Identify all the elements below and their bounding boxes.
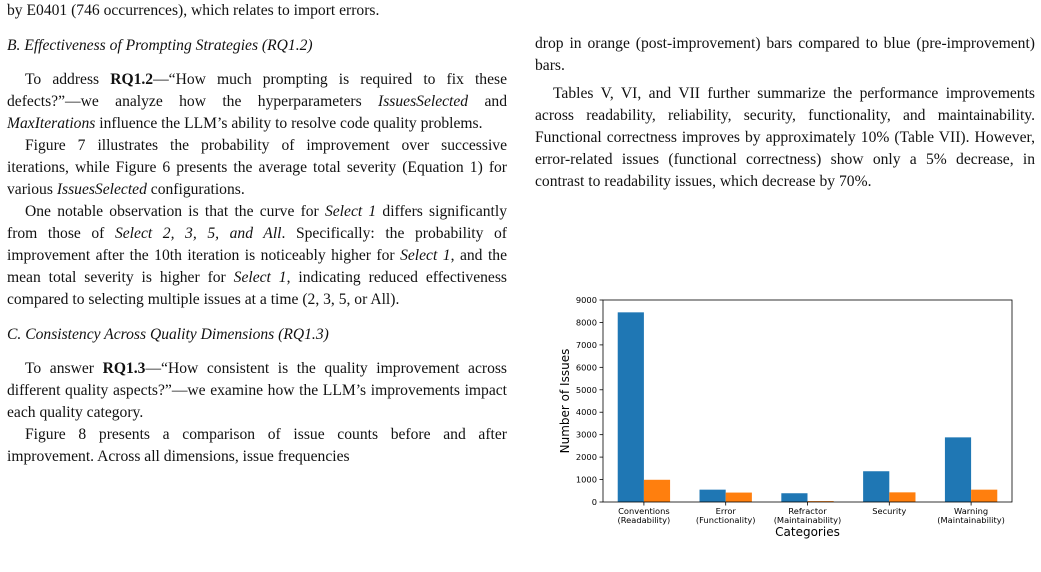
x-tick-label-2-1: (Maintainability) bbox=[774, 515, 842, 525]
bar-series-1-1 bbox=[699, 489, 726, 502]
bar-series-2-2 bbox=[807, 501, 834, 502]
section-c-paragraph-1: To answer RQ1.3—“How consistent is the q… bbox=[7, 360, 507, 421]
y-tick-label-7: 7000 bbox=[576, 340, 597, 350]
x-tick-label-2-0: Refractor bbox=[788, 506, 827, 516]
bar-series-2-3 bbox=[889, 492, 916, 502]
section-b-paragraph-2: Figure 7 illustrates the probability of … bbox=[7, 137, 507, 198]
x-axis-label: Categories bbox=[775, 525, 840, 539]
y-tick-label-8: 8000 bbox=[576, 317, 597, 327]
bar-series-1-3 bbox=[863, 471, 890, 502]
bar-series-2-0 bbox=[643, 479, 671, 502]
bar-series-1-0 bbox=[617, 312, 644, 502]
paragraph-carryover: by E0401 (746 occurrences), which relate… bbox=[7, 2, 380, 19]
section-c-paragraph-2: Figure 8 presents a comparison of issue … bbox=[7, 426, 507, 465]
y-tick-label-2: 2000 bbox=[576, 452, 597, 462]
section-b-paragraph-1: To address RQ1.2—“How much prompting is … bbox=[7, 71, 507, 132]
y-tick-label-3: 3000 bbox=[576, 430, 597, 440]
bar-series-2-1 bbox=[725, 492, 752, 502]
x-tick-label-0-1: (Readability) bbox=[618, 515, 671, 525]
bar-series-1-2 bbox=[781, 493, 808, 502]
y-tick-label-9: 9000 bbox=[576, 295, 597, 305]
section-b-heading: B. Effectiveness of Prompting Strategies… bbox=[7, 37, 313, 54]
right-paragraph-1: drop in orange (post-improvement) bars c… bbox=[535, 35, 1035, 74]
x-tick-label-4-1: (Maintainability) bbox=[937, 515, 1005, 525]
bar-series-1-4 bbox=[944, 437, 972, 502]
y-tick-label-1: 1000 bbox=[576, 475, 597, 485]
x-tick-label-4-0: Warning bbox=[954, 506, 988, 516]
bar-series-2-4 bbox=[971, 489, 998, 502]
bar-chart-figure: 0 1000 2000 3000 4000 5000 6000 7000 8000 9000 Con… bbox=[550, 292, 1020, 567]
right-paragraph-2: Tables V, VI, and VII further summarize … bbox=[535, 85, 1035, 190]
x-tick-label-1-0: Error bbox=[716, 506, 737, 516]
x-tick-label-3-0: Security bbox=[872, 506, 906, 516]
right-column: drop in orange (post-improvement) bars c… bbox=[535, 33, 1035, 193]
y-tick-label-6: 6000 bbox=[576, 362, 597, 372]
y-axis-label: Number of Issues bbox=[558, 349, 572, 454]
bar-chart: 0 1000 2000 3000 4000 5000 6000 7000 8000 9000 Con… bbox=[558, 295, 1013, 539]
section-c-heading: C. Consistency Across Quality Dimensions… bbox=[7, 326, 329, 343]
left-column: by E0401 (746 occurrences), which relate… bbox=[7, 0, 507, 468]
y-tick-label-4: 4000 bbox=[576, 407, 597, 417]
y-tick-label-0: 0 bbox=[592, 497, 597, 507]
section-b-paragraph-3: One notable observation is that the curv… bbox=[7, 203, 507, 308]
y-tick-label-5: 5000 bbox=[576, 385, 597, 395]
x-tick-label-0-0: Conventions bbox=[618, 506, 670, 516]
x-tick-label-1-1: (Functionality) bbox=[696, 515, 756, 525]
